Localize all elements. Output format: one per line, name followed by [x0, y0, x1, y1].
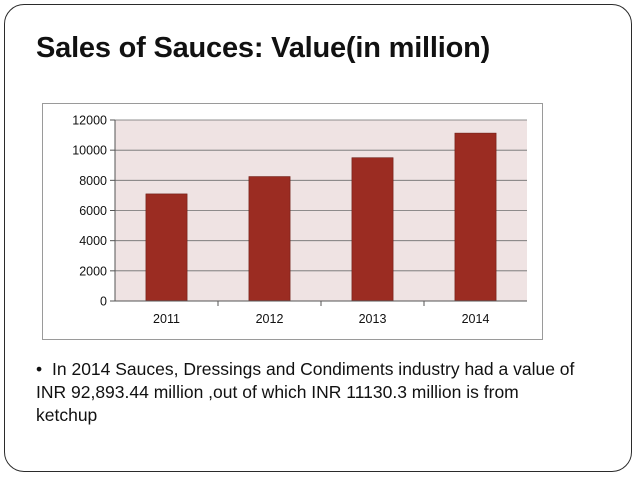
x-tick-label: 2014	[462, 312, 490, 326]
bar-2012	[248, 176, 291, 302]
y-tick-labels: 0 2000 4000 6000 8000 10000 12000	[72, 114, 107, 309]
bullet-point: • In 2014 Sauces, Dressings and Condiment…	[36, 358, 576, 427]
bar-2014	[454, 132, 497, 302]
bullet-icon: •	[36, 359, 43, 379]
bullet-text: In 2014 Sauces, Dressings and Condiments…	[36, 359, 575, 425]
y-tick-label: 12000	[72, 114, 107, 128]
y-tick-label: 8000	[79, 174, 107, 188]
y-tick-label: 2000	[79, 264, 107, 278]
y-tick-label: 10000	[72, 144, 107, 158]
bar-chart: 0 2000 4000 6000 8000 10000 12000 2011 2012 2013…	[42, 103, 543, 340]
bars	[145, 132, 497, 302]
axes	[110, 119, 527, 306]
slide-title: Sales of Sauces: Value(in million)	[36, 32, 491, 64]
y-tick-label: 0	[100, 295, 107, 309]
x-tick-label: 2013	[359, 312, 387, 326]
bar-2013	[351, 157, 394, 302]
x-tick-label: 2011	[153, 312, 180, 326]
y-tick-label: 6000	[79, 204, 107, 218]
bar-chart-svg: 0 2000 4000 6000 8000 10000 12000 2011 2012 2013…	[72, 114, 527, 326]
bar-2011	[145, 193, 188, 302]
x-tick-labels: 2011 2012 2013 2014	[153, 312, 489, 326]
y-tick-label: 4000	[79, 234, 107, 248]
x-tick-label: 2012	[256, 312, 284, 326]
